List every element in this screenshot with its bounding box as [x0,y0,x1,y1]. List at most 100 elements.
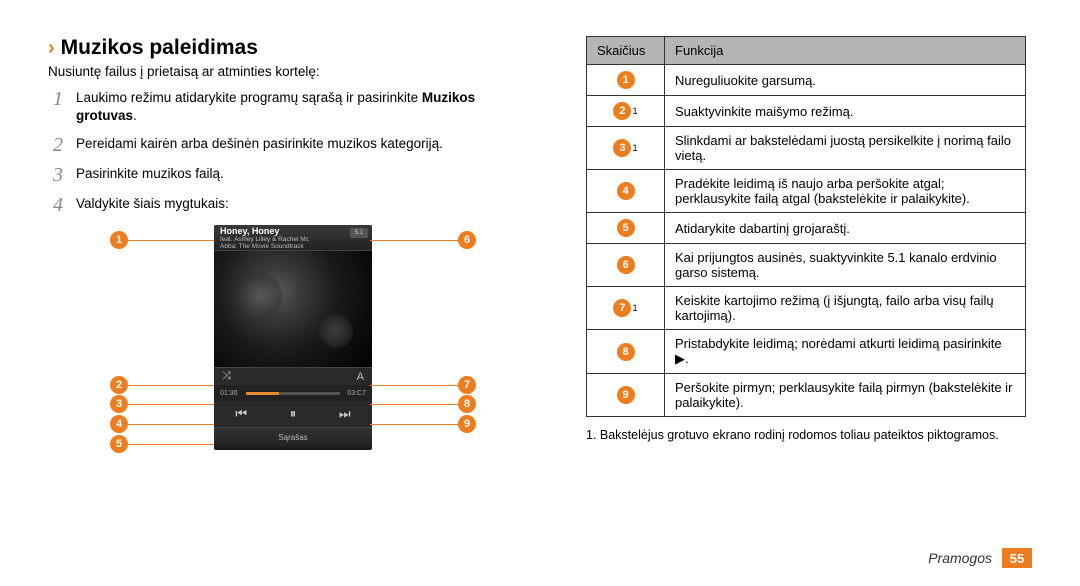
cell-number: 8 [587,330,665,374]
cell-function: Nureguliuokite garsumą. [665,65,1026,96]
heading-text: Muzikos paleidimas [61,36,258,60]
cell-function: Kai prijungtos ausinės, suaktyvinkite 5.… [665,244,1026,287]
cell-number: 21 [587,96,665,127]
callout-line [370,404,458,406]
callout: 2 [110,376,214,394]
time-elapsed: 01:30 [220,390,242,397]
next-icon: ⏭ [339,406,351,422]
callout-badge: 3 [110,395,128,413]
cell-number: 4 [587,170,665,213]
footer-page: 55 [1002,548,1032,568]
row-badge: 1 [617,71,635,89]
callout: 4 [110,415,214,433]
callout-badge: 7 [458,376,476,394]
callout: 8 [370,395,476,413]
track-album: Abba: The Movie Soundtrack [220,243,348,250]
callout-badge: 2 [110,376,128,394]
player-diagram: Honey, Honey feat. Ashley Lilley & Rache… [108,225,478,460]
row-badge: 6 [617,256,635,274]
table-row: 6 Kai prijungtos ausinės, suaktyvinkite 5… [587,244,1026,287]
step-item: 2 Pereidami kairėn arba dešinėn pasirinki… [48,135,538,155]
cell-function: Keiskite kartojimo režimą (į išjungtą, f… [665,287,1026,330]
callout-line [128,424,214,426]
music-player: Honey, Honey feat. Ashley Lilley & Rache… [214,225,372,450]
chevron-icon: › [48,37,55,60]
callout-badge: 1 [110,231,128,249]
step-text: Valdykite šiais mygtukais: [76,195,229,215]
step-item: 3 Pasirinkite muzikos failą. [48,165,538,185]
callout-badge: 5 [110,435,128,453]
cell-number: 31 [587,127,665,170]
table-row: 8Pristabdykite leidimą; norėdami atkurti… [587,330,1026,374]
surround-badge: 5.1 [350,228,368,238]
callout-line [370,385,458,387]
cell-function: Pradėkite leidimą iš naujo arba peršokit… [665,170,1026,213]
step-text: Pereidami kairėn arba dešinėn pasirinkit… [76,135,443,155]
callout: 3 [110,395,214,413]
cell-function: Atidarykite dabartinį grojaraštį. [665,213,1026,244]
step-text: Pasirinkite muzikos failą. [76,165,224,185]
player-header: Honey, Honey feat. Ashley Lilley & Rache… [214,225,372,251]
callout-line [370,240,458,242]
table-row: 4 Pradėkite leidimą iš naujo arba peršoki… [587,170,1026,213]
cell-number: 71 [587,287,665,330]
page-footer: Pramogos 55 [928,548,1032,568]
row-badge: 5 [617,219,635,237]
cell-number: 9 [587,374,665,417]
th-number: Skaičius [587,37,665,65]
mode-row: ⤨ A [214,367,372,385]
shuffle-icon: ⤨ [222,370,231,383]
play-icon: ⏸ [290,406,297,422]
section-heading: › Muzikos paleidimas [48,36,538,60]
table-row: 71Keiskite kartojimo režimą (į išjungtą,… [587,287,1026,330]
row-badge: 4 [617,182,635,200]
table-row: 1 Nureguliuokite garsumą. [587,65,1026,96]
callout: 7 [370,376,476,394]
footer-label: Pramogos [928,550,992,566]
step-number: 2 [48,135,68,155]
callout-line [128,385,214,387]
prev-icon: ⏮ [235,406,247,422]
repeat-icon: A [357,371,364,383]
row-badge: 7 [613,299,631,317]
cell-number: 6 [587,244,665,287]
callout-line [128,240,214,242]
row-sup: 1 [632,106,637,116]
controls-row: ⏮ ⏸ ⏭ [214,401,372,427]
th-function: Funkcija [665,37,1026,65]
cell-function: Suaktyvinkite maišymo režimą. [665,96,1026,127]
table-row: 21Suaktyvinkite maišymo režimą. [587,96,1026,127]
cell-function: Peršokite pirmyn; perklausykite failą pi… [665,374,1026,417]
step-item: 4 Valdykite šiais mygtukais: [48,195,538,215]
cell-number: 1 [587,65,665,96]
row-badge: 8 [617,343,635,361]
progress-row: 01:30 03:C7 [214,385,372,401]
step-number: 4 [48,195,68,215]
callout: 1 [110,231,214,249]
track-artist: feat. Ashley Lilley & Rachel Mc [220,236,348,243]
list-button: Sąrašas [214,427,372,447]
time-total: 03:C7 [344,390,366,397]
cell-number: 5 [587,213,665,244]
album-art [214,251,372,367]
step-item: 1Laukimo režimu atidarykite programų sąr… [48,89,538,125]
intro-text: Nusiuntę failus į prietaisą ar atminties… [48,64,538,79]
step-number: 3 [48,165,68,185]
progress-bar [246,392,340,395]
callout-line [128,404,214,406]
callout-badge: 8 [458,395,476,413]
row-sup: 1 [632,143,637,153]
function-table: Skaičius Funkcija 1 Nureguliuokite garsum… [586,36,1026,417]
row-badge: 2 [613,102,631,120]
callout: 9 [370,415,476,433]
row-badge: 3 [613,139,631,157]
step-text: Laukimo režimu atidarykite programų sąra… [76,89,538,125]
table-row: 5 Atidarykite dabartinį grojaraštį. [587,213,1026,244]
footnote: 1. Bakstelėjus grotuvo ekrano rodinį rod… [586,427,1026,444]
callout: 5 [110,435,214,453]
callout-badge: 4 [110,415,128,433]
step-number: 1 [48,89,68,125]
callout-line [128,444,214,446]
callout-badge: 6 [458,231,476,249]
callout-line [370,424,458,426]
